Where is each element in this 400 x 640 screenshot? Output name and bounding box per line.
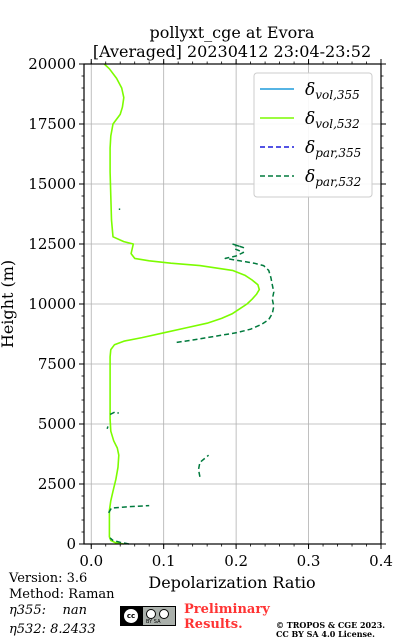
by-icon	[146, 609, 156, 619]
x-tick-label: 0.0	[79, 552, 103, 570]
series-line-par-532	[109, 537, 130, 545]
cc-by-sa-logo: cc BY SA	[120, 606, 176, 626]
y-tick-label: 10000	[28, 295, 76, 313]
x-tick-label: 0.2	[224, 552, 248, 570]
x-tick-label: 0.4	[369, 552, 393, 570]
legend-box	[253, 72, 373, 198]
chart-title-line2: [Averaged] 20230412 23:04-23:52	[93, 42, 371, 61]
legend-label: δvol,355	[305, 80, 360, 102]
y-tick-label: 12500	[28, 235, 76, 253]
copyright-label: © TROPOS & CGE 2023.	[276, 620, 386, 630]
chart-legend: δvol,355 δvol,532 δpar,355 δpar,532	[253, 72, 373, 198]
series-line-par-532	[106, 426, 109, 430]
y-tick-label: 17500	[28, 115, 76, 133]
y-tick-label: 5000	[38, 415, 76, 433]
eta532-label: η532: 8.2433	[9, 622, 96, 637]
preliminary-label: Preliminary	[184, 602, 270, 617]
axis-ticks: 0.0 0.1 0.2 0.3 0.4 0 2500 5000 7500 10000 12500 15…	[28, 55, 393, 570]
legend-label: δpar,355	[305, 138, 361, 160]
y-axis-label: Height (m)	[0, 260, 17, 348]
y-tick-label: 20000	[28, 55, 76, 73]
cc-icon: cc	[124, 609, 138, 623]
legend-label: δpar,532	[305, 167, 361, 189]
series-line-par-532	[176, 243, 275, 344]
cc-tags: BY SA	[146, 619, 161, 625]
method-label: Method: Raman	[9, 587, 115, 602]
series-line-par-532	[197, 454, 210, 477]
x-tick-label: 0.1	[152, 552, 176, 570]
y-tick-label: 2500	[38, 475, 76, 493]
chart-title-line1: pollyxt_cge at Evora	[150, 23, 315, 42]
y-tick-label: 15000	[28, 175, 76, 193]
x-axis-label: Depolarization Ratio	[148, 573, 315, 592]
results-label: Results.	[184, 617, 243, 632]
x-tick-label: 0.3	[297, 552, 321, 570]
series-line-par-532	[107, 504, 150, 514]
license-label: CC BY SA 4.0 License.	[276, 629, 375, 639]
y-tick-label: 7500	[38, 355, 76, 373]
series-line-vol-532	[103, 63, 261, 545]
series-line-par-532	[109, 411, 120, 416]
sa-icon	[159, 609, 169, 619]
version-label: Version: 3.6	[9, 571, 88, 586]
eta355-label: η355: nan	[9, 603, 88, 618]
y-tick-label: 0	[66, 535, 76, 553]
data-series	[103, 63, 275, 545]
legend-label: δvol,532	[305, 109, 360, 131]
